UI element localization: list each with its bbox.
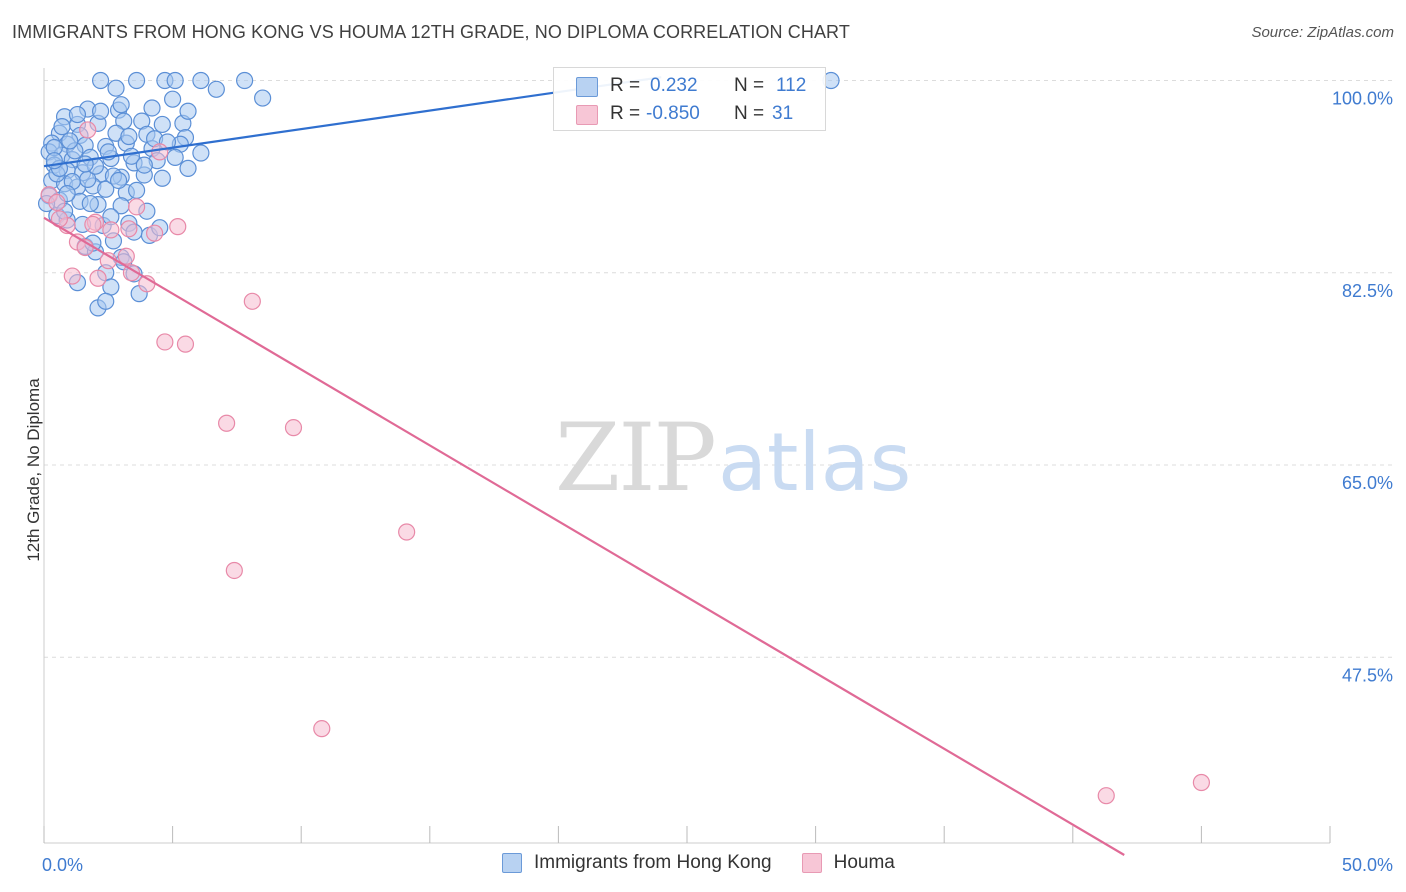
point-hong-kong-77 [97, 292, 115, 310]
point-hong-kong-3 [166, 71, 184, 90]
watermark: ZIP atlas [555, 404, 911, 513]
point-houma-7 [127, 198, 146, 216]
point-houma-19 [84, 215, 102, 234]
y-tick-label-0: 100.0% [1332, 89, 1393, 109]
stats-box: R = 0.232 N = 112 R = -0.850 N = 31 [553, 67, 826, 131]
point-hong-kong-0 [91, 71, 110, 90]
point-hong-kong-51 [97, 180, 115, 198]
point-houma-22 [156, 333, 174, 351]
legend-item-hong-kong: Immigrants from Hong Kong [502, 852, 772, 874]
legend-swatch-blue [502, 853, 522, 873]
x-tick-label-1: 50.0% [1342, 855, 1393, 875]
point-hong-kong-8 [207, 80, 225, 98]
point-hong-kong-5 [236, 71, 254, 90]
point-houma-12 [117, 247, 135, 265]
point-houma-29 [1097, 787, 1115, 805]
data-points [37, 71, 1211, 805]
stats-blue-n-value: 112 [776, 75, 807, 96]
point-houma-13 [63, 267, 81, 285]
point-houma-28 [313, 720, 331, 738]
x-tick-label-0: 0.0% [42, 855, 83, 875]
point-houma-15 [122, 264, 141, 282]
point-hong-kong-102 [179, 102, 197, 120]
point-hong-kong-4 [192, 71, 210, 90]
point-hong-kong-85 [135, 156, 153, 174]
point-hong-kong-96 [53, 118, 71, 136]
point-houma-24 [218, 414, 236, 432]
point-hong-kong-39 [166, 148, 184, 166]
point-hong-kong-17 [153, 115, 171, 134]
point-hong-kong-94 [81, 194, 99, 213]
y-tick-label-3: 47.5% [1342, 665, 1393, 685]
point-hong-kong-1 [127, 71, 146, 90]
point-hong-kong-98 [91, 102, 110, 120]
chart-title: IMMIGRANTS FROM HONG KONG VS HOUMA 12TH … [12, 22, 850, 42]
y-tick-label-1: 82.5% [1342, 281, 1393, 301]
point-houma-14 [89, 269, 107, 287]
point-houma-21 [243, 292, 261, 310]
watermark-zip: ZIP [555, 404, 715, 513]
stats-pink-n-value: 31 [772, 103, 794, 124]
point-houma-5 [102, 221, 120, 239]
source-label: Source: ZipAtlas.com [1251, 24, 1394, 41]
legend-label-hong-kong: Immigrants from Hong Kong [534, 852, 772, 873]
stats-swatch-pink [576, 105, 598, 125]
point-hong-kong-97 [68, 105, 87, 124]
point-houma-6 [120, 220, 138, 238]
point-houma-9 [169, 218, 187, 236]
point-hong-kong-15 [115, 112, 133, 130]
y-tick-label-2: 65.0% [1342, 473, 1393, 493]
point-hong-kong-87 [179, 159, 197, 177]
point-hong-kong-100 [143, 99, 161, 117]
point-hong-kong-99 [112, 96, 130, 114]
legend-swatch-pink [801, 853, 822, 873]
point-houma-26 [398, 523, 416, 541]
stats-pink-r-label: R = [610, 103, 641, 124]
watermark-atlas: atlas [718, 416, 911, 509]
point-houma-30 [1192, 773, 1211, 792]
point-hong-kong-105 [109, 171, 128, 190]
point-houma-8 [145, 224, 164, 242]
point-hong-kong-31 [192, 144, 210, 162]
legend-item-houma: Houma [801, 852, 895, 874]
point-houma-18 [79, 121, 97, 139]
axes [43, 68, 1331, 844]
point-hong-kong-101 [164, 90, 182, 108]
legend-label-houma: Houma [833, 852, 895, 873]
trend-line-houma [43, 216, 1125, 856]
stats-blue-r-value: 0.232 [650, 75, 698, 96]
point-houma-1 [48, 193, 66, 212]
point-hong-kong-88 [61, 132, 79, 150]
stats-blue-r-label: R = [610, 75, 641, 96]
stats-pink-n-label: N = [734, 103, 765, 124]
legend: Immigrants from Hong Kong Houma [502, 848, 925, 878]
stats-pink-r-value: -0.850 [646, 103, 700, 124]
point-hong-kong-7 [107, 79, 125, 97]
point-hong-kong-9 [254, 89, 272, 107]
point-houma-25 [284, 419, 303, 437]
point-houma-23 [176, 335, 195, 353]
tick-labels: 100.0% 82.5% 65.0% 47.5% 0.0% 50.0% [42, 89, 1393, 876]
point-hong-kong-46 [153, 169, 171, 187]
point-houma-27 [225, 561, 243, 580]
point-hong-kong-106 [127, 181, 146, 199]
stats-swatch-blue [576, 77, 598, 97]
stats-blue-n-label: N = [734, 75, 765, 96]
gridlines [44, 80, 1392, 658]
point-houma-17 [151, 143, 169, 161]
point-hong-kong-92 [120, 127, 138, 146]
